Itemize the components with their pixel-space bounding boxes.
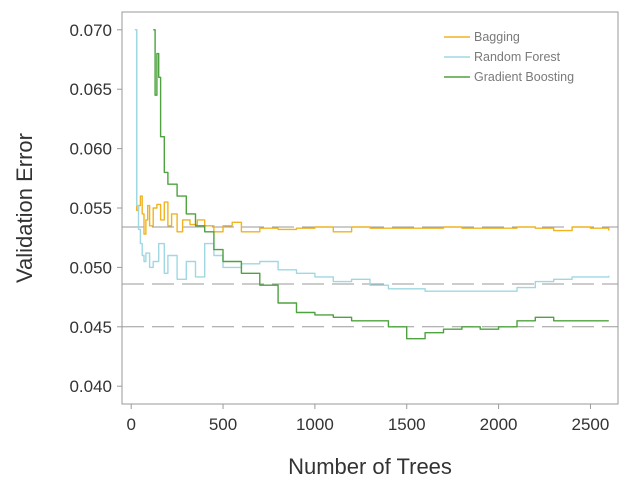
x-tick-label: 2500 [572, 415, 610, 434]
x-tick-label: 2000 [480, 415, 518, 434]
y-axis-label: Validation Error [12, 133, 37, 283]
y-tick-label: 0.045 [69, 318, 112, 337]
x-tick-label: 0 [126, 415, 135, 434]
y-axis-ticks: 0.040 0.045 0.050 0.055 0.060 0.065 0.070 [69, 21, 122, 396]
series-line-random-forest [134, 29, 610, 292]
x-axis-label: Number of Trees [288, 454, 452, 479]
y-tick-label: 0.070 [69, 21, 112, 40]
series-layer [134, 29, 610, 340]
y-tick-label: 0.060 [69, 140, 112, 159]
y-tick-label: 0.065 [69, 80, 112, 99]
y-tick-label: 0.040 [69, 377, 112, 396]
series-line-bagging [134, 29, 610, 235]
x-tick-label: 1500 [388, 415, 426, 434]
legend-label: Bagging [474, 30, 520, 44]
series-line-gradient-boosting [153, 29, 609, 340]
y-tick-label: 0.050 [69, 258, 112, 277]
x-tick-label: 1000 [296, 415, 334, 434]
y-tick-label: 0.055 [69, 199, 112, 218]
legend-label: Gradient Boosting [474, 70, 574, 84]
x-tick-label: 500 [209, 415, 237, 434]
x-axis-ticks: 0 500 1000 1500 2000 2500 [126, 404, 609, 434]
legend-label: Random Forest [474, 50, 561, 64]
legend: Bagging Random Forest Gradient Boosting [444, 30, 574, 84]
